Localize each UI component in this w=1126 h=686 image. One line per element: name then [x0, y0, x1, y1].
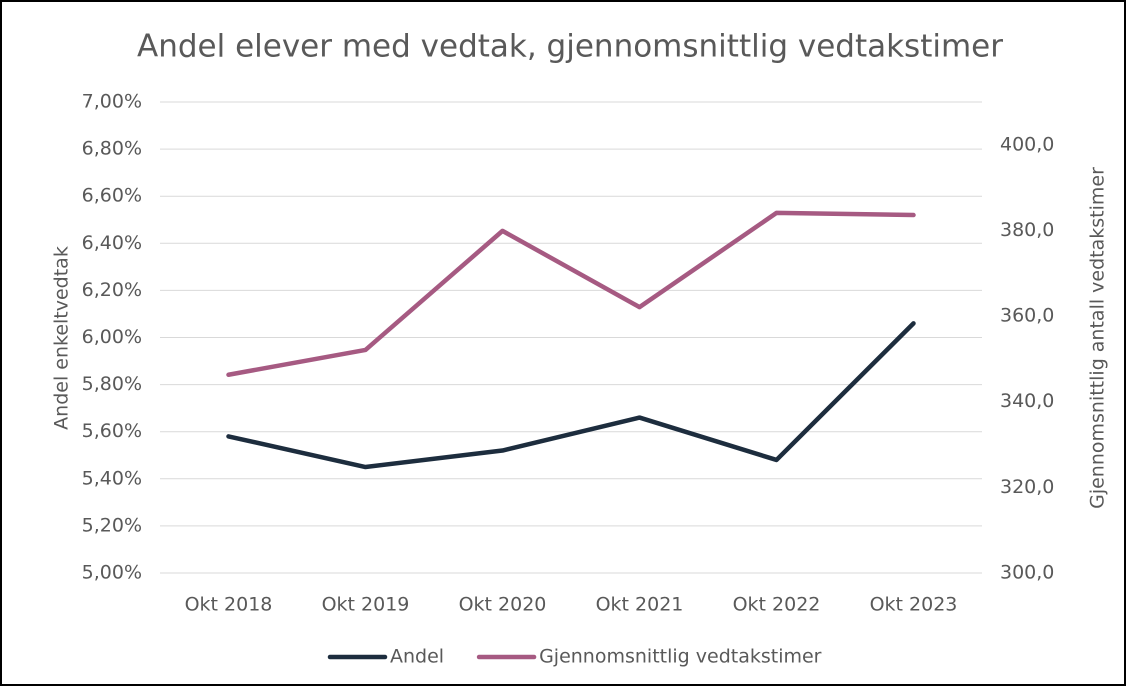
- y-tick-label: 6,00%: [82, 326, 142, 348]
- y-tick-label: 5,00%: [82, 562, 142, 584]
- y-tick-label: 5,60%: [82, 420, 142, 442]
- y-tick-label: 5,40%: [82, 467, 142, 489]
- y2-tick-label: 340,0: [1000, 390, 1054, 412]
- y-tick-label: 6,40%: [82, 232, 142, 254]
- x-tick-label: Okt 2021: [596, 594, 684, 616]
- x-tick-label: Okt 2023: [870, 594, 958, 616]
- chart-title: Andel elever med vedtak, gjennomsnittlig…: [137, 29, 1003, 65]
- legend-label: Andel: [390, 646, 444, 668]
- y2-tick-label: 320,0: [1000, 476, 1054, 498]
- y-tick-label: 7,00%: [82, 91, 142, 113]
- y-tick-label: 6,20%: [82, 279, 142, 301]
- x-tick-label: Okt 2018: [185, 594, 273, 616]
- y-tick-label: 5,80%: [82, 373, 142, 395]
- y2-tick-label: 300,0: [1000, 562, 1054, 584]
- line-series: [226, 321, 916, 470]
- y-axis-label: Andel enkeltvedtak: [51, 246, 73, 430]
- line-series: [226, 210, 916, 378]
- y-tick-label: 6,80%: [82, 138, 142, 160]
- x-tick-label: Okt 2022: [733, 594, 821, 616]
- x-tick-label: Okt 2020: [459, 594, 547, 616]
- x-tick-label: Okt 2019: [322, 594, 410, 616]
- y2-tick-label: 380,0: [1000, 219, 1054, 241]
- legend-label: Gjennomsnittlig vedtakstimer: [539, 646, 822, 668]
- y2-tick-label: 360,0: [1000, 305, 1054, 327]
- y2-axis-label: Gjennomsnittlig antall vedtakstimer: [1087, 167, 1109, 509]
- y-tick-label: 5,20%: [82, 514, 142, 536]
- y-tick-label: 6,60%: [82, 185, 142, 207]
- y2-tick-label: 400,0: [1000, 133, 1054, 155]
